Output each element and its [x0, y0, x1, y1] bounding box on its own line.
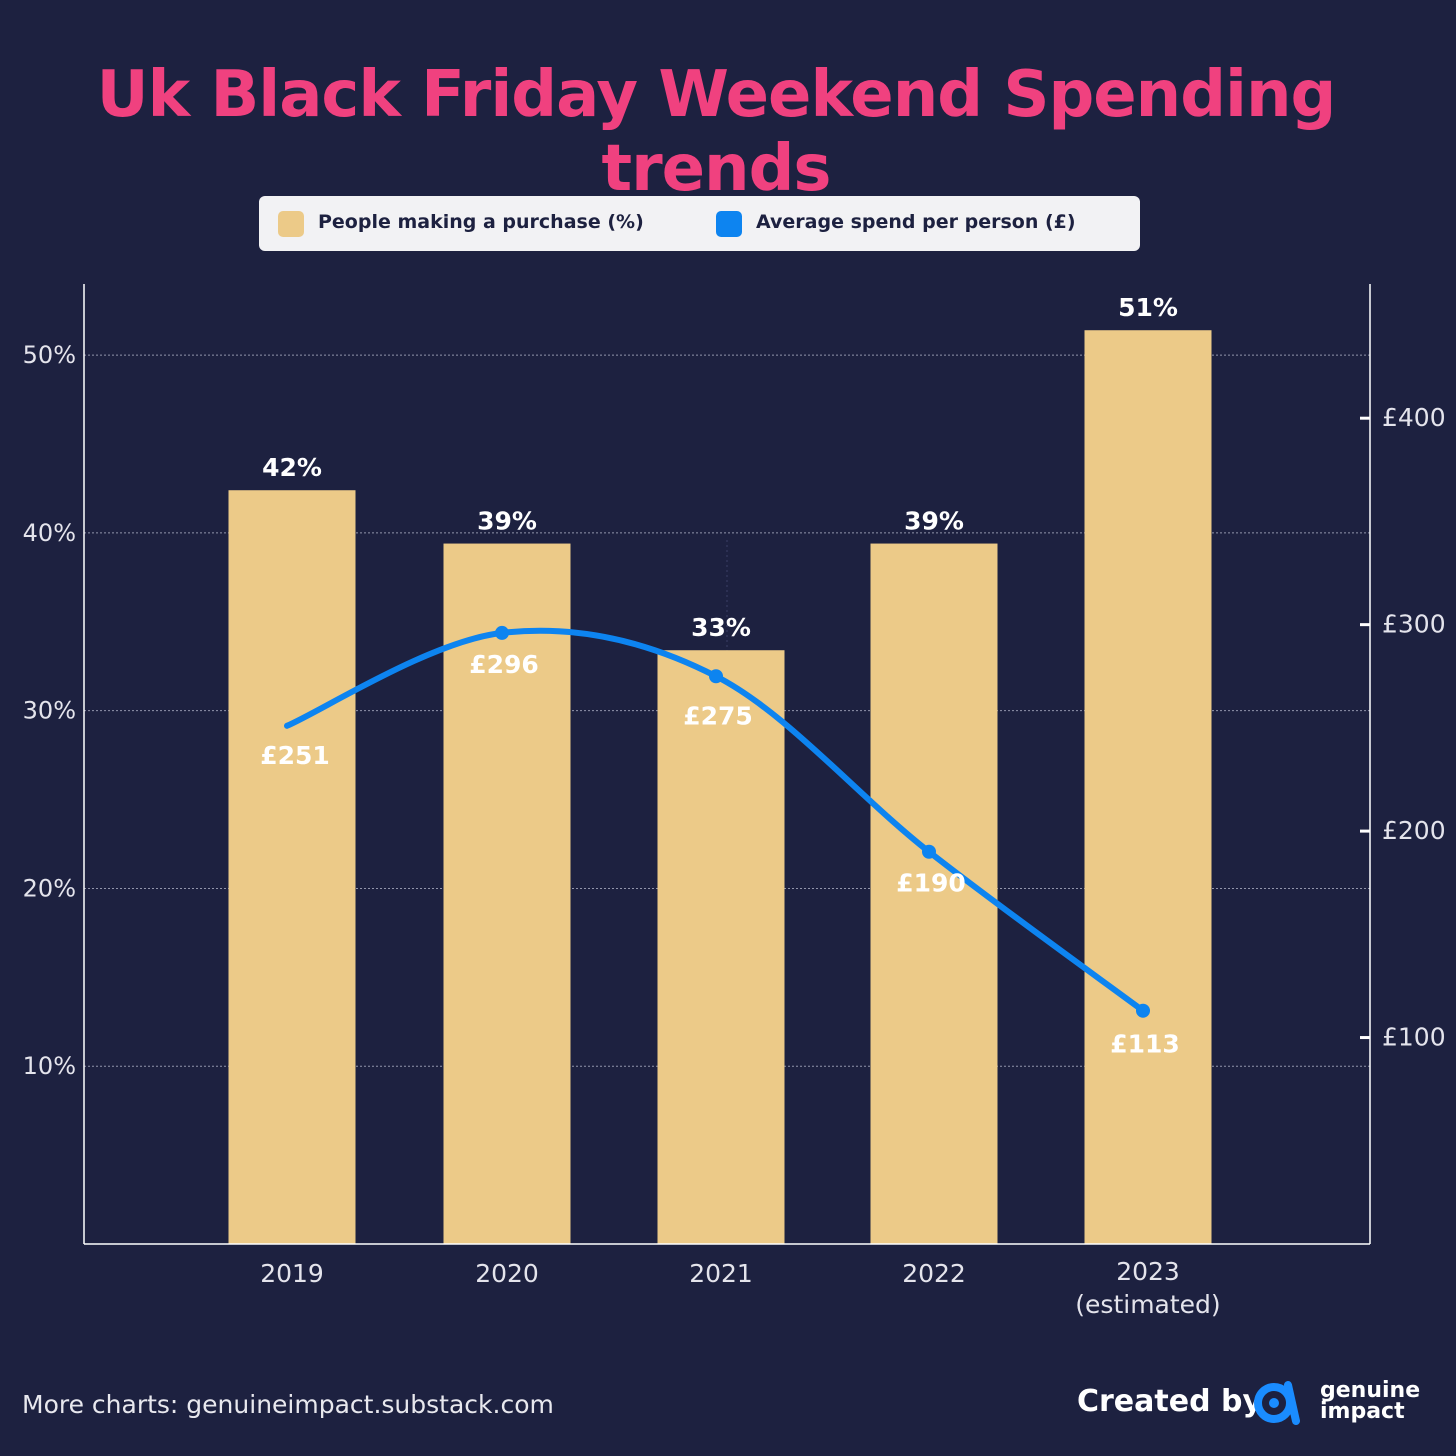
bar-value-label: 33% [691, 613, 751, 642]
line-point [922, 844, 936, 859]
created-by-label: Created by [1077, 1384, 1263, 1419]
y-left-tick-label: 30% [23, 697, 76, 725]
line-value-label: £113 [1110, 1030, 1180, 1059]
series-line-spend [284, 627, 1146, 1014]
y-right-tick-label: £100 [1382, 1023, 1446, 1052]
line-point [709, 669, 723, 684]
bar [1084, 330, 1212, 1244]
brand-name-line2: impact [1320, 1399, 1405, 1424]
line-value-label: £275 [683, 701, 753, 730]
x-tick-label: 2022 [902, 1259, 966, 1288]
line-value-label: £296 [469, 650, 539, 679]
y-left-tick-label: 50% [23, 341, 76, 369]
y-right-tick-label: £200 [1382, 816, 1446, 845]
line-value-label: £190 [896, 869, 966, 898]
x-tick-label: 2019 [260, 1259, 324, 1288]
y-right-tick-label: £300 [1382, 610, 1446, 639]
legend-label-purchase: People making a purchase (%) [318, 211, 644, 233]
bar [870, 543, 998, 1244]
x-tick-label: 2023 [1116, 1257, 1180, 1286]
legend-label-spend: Average spend per person (£) [756, 211, 1076, 233]
y-left-tick-label: 40% [23, 519, 76, 547]
y-right-tick-label: £400 [1382, 403, 1446, 432]
bar-value-label: 39% [904, 507, 964, 536]
bar-value-label: 42% [262, 453, 322, 482]
line-point [495, 625, 509, 640]
brand-name-line1: genuine [1320, 1378, 1421, 1403]
legend: People making a purchase (%) Average spe… [259, 196, 1140, 251]
more-charts-link[interactable]: More charts: genuineimpact.substack.com [22, 1390, 554, 1419]
y-left-tick-label: 20% [23, 874, 76, 902]
x-tick-sublabel: (estimated) [1075, 1290, 1220, 1319]
chart-title: Uk Black Friday Weekend Spending trends [96, 58, 1337, 206]
bar [657, 650, 785, 1244]
line-value-label: £251 [260, 741, 330, 770]
y-left-tick-label: 10% [23, 1052, 76, 1080]
bar [443, 543, 571, 1244]
bar-value-label: 51% [1118, 293, 1178, 322]
bar [228, 490, 356, 1244]
legend-swatch-purchase [278, 211, 304, 237]
x-tick-label: 2020 [475, 1259, 539, 1288]
genuine-impact-logo-icon [1254, 1381, 1300, 1425]
bar-value-label: 39% [477, 507, 537, 536]
line-point [1136, 1003, 1150, 1018]
x-tick-label: 2021 [689, 1259, 753, 1288]
legend-swatch-spend [716, 211, 742, 237]
brand-name: genuine impact [1320, 1378, 1421, 1424]
